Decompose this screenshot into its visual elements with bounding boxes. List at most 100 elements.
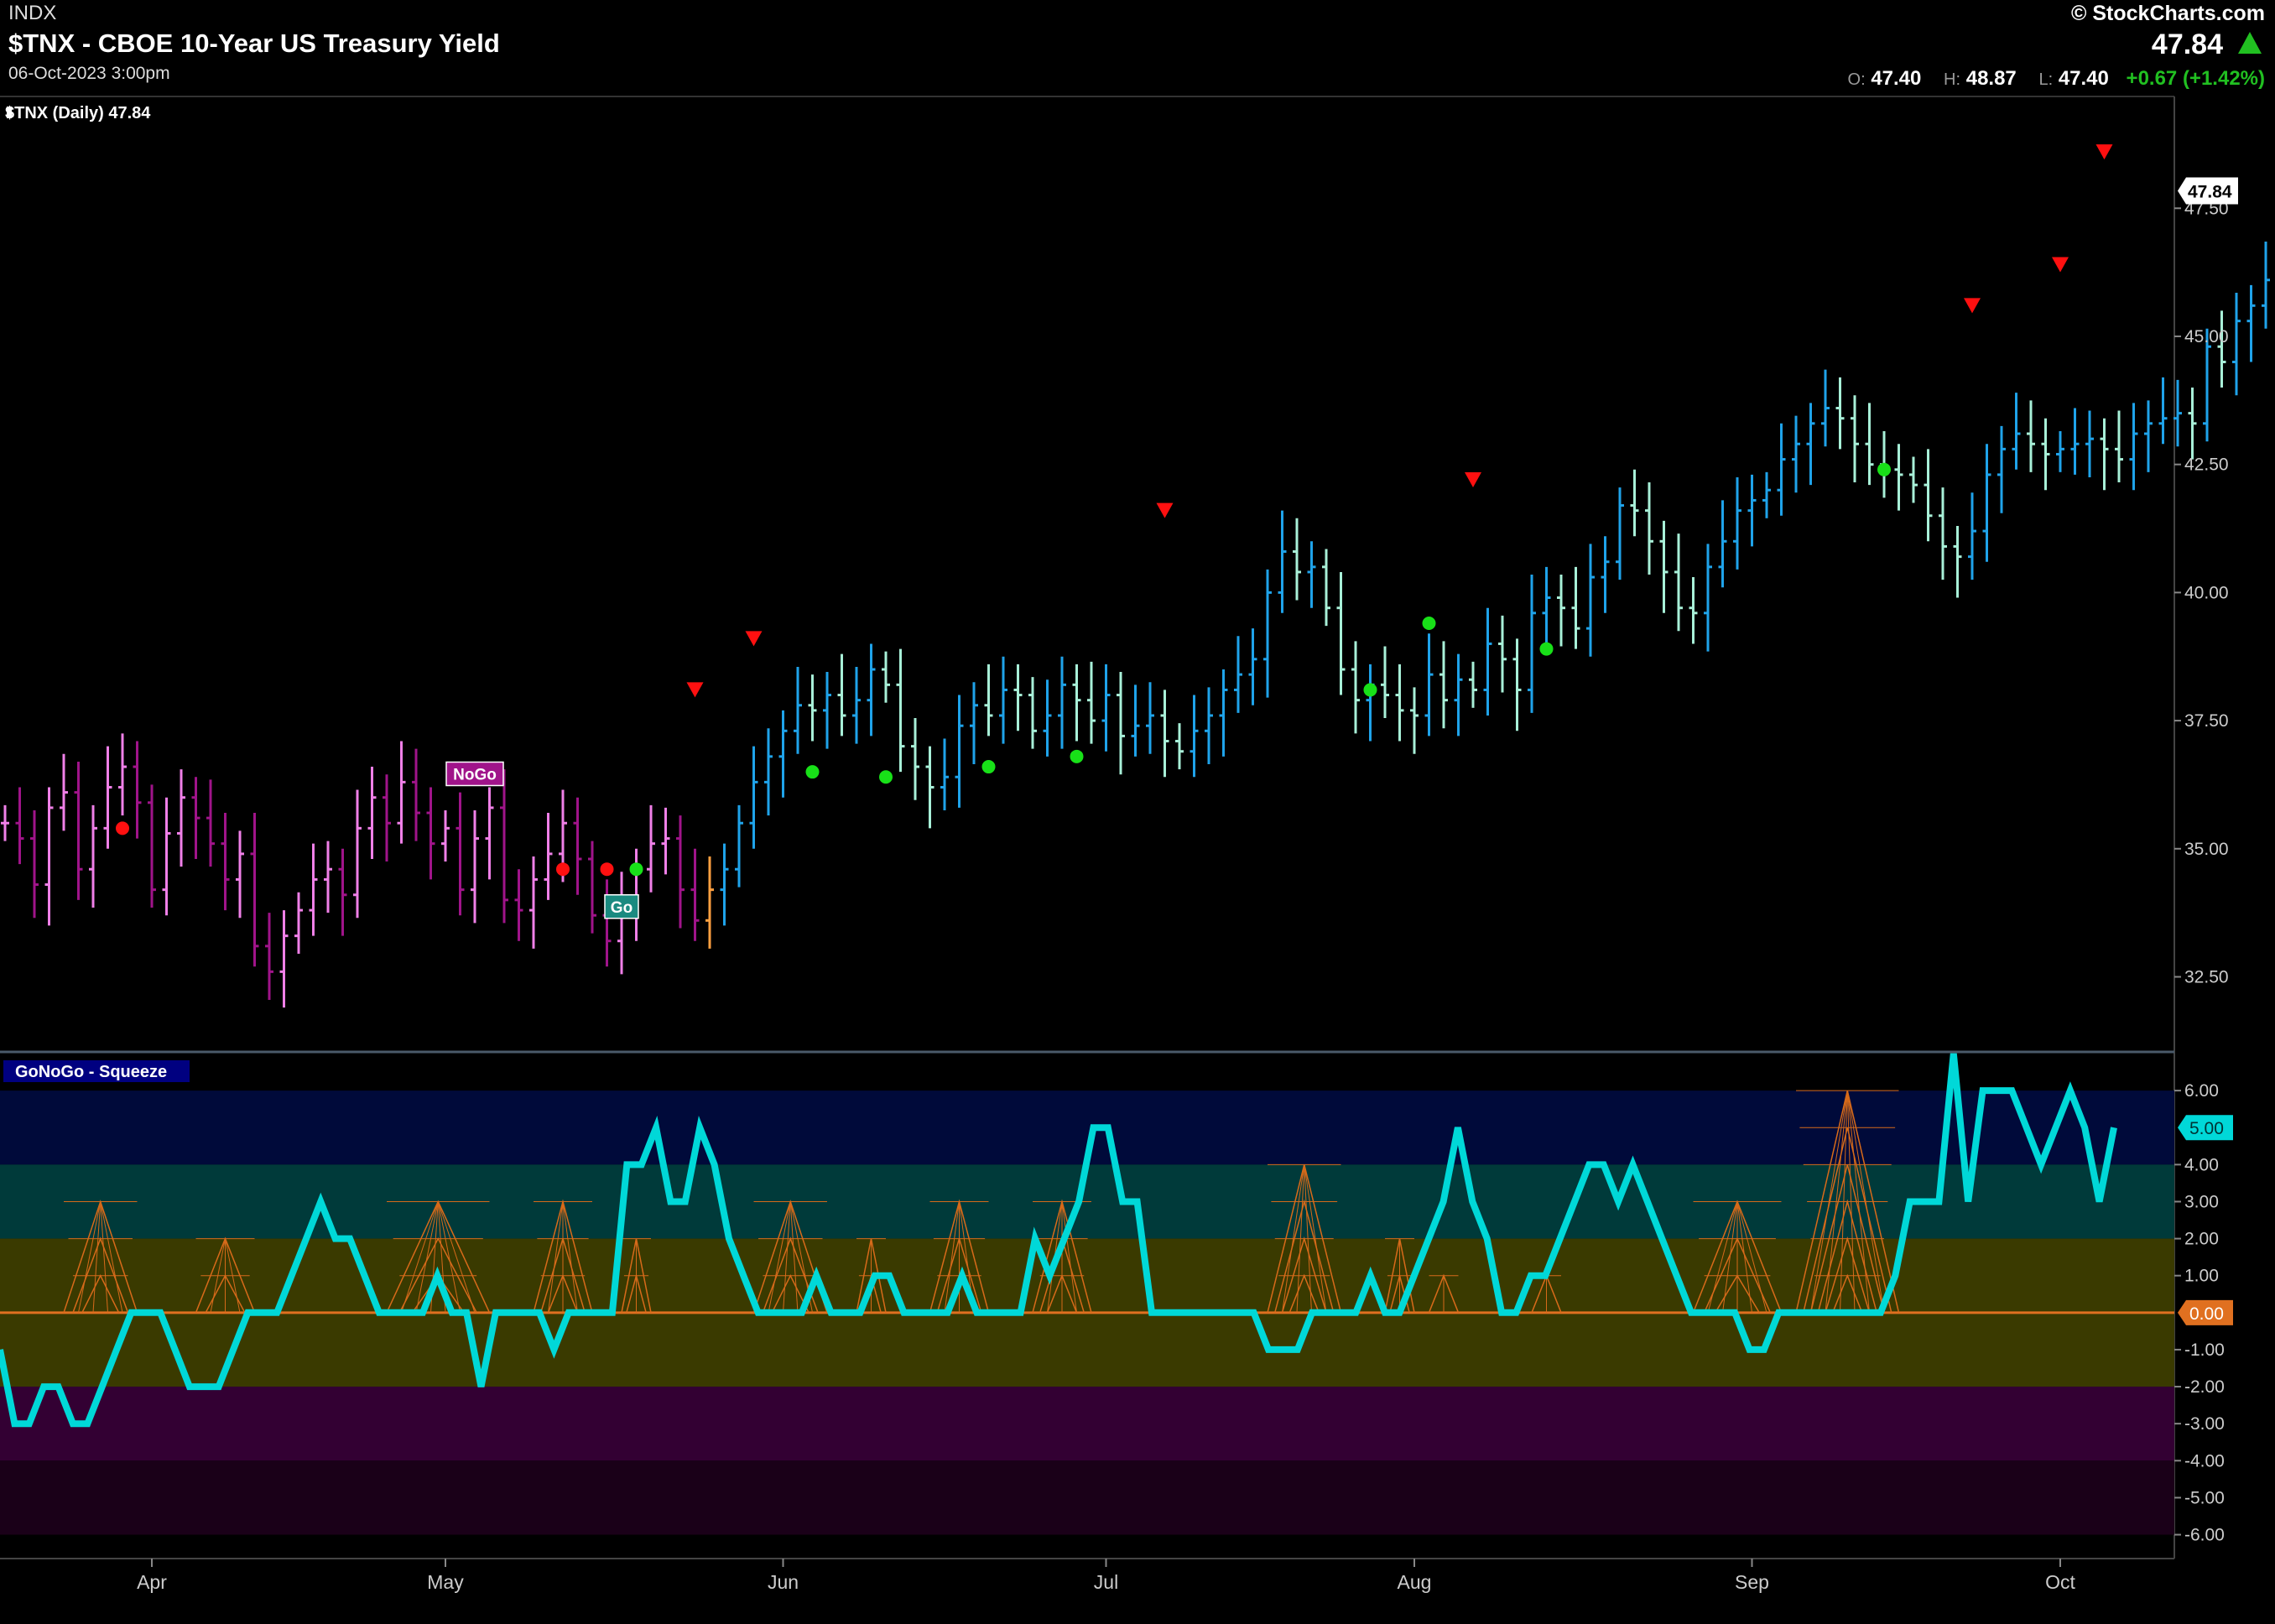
ohlc-bar [544,813,553,900]
ohlc-bar [2232,293,2241,396]
ohlc-bar [1616,487,1624,580]
squeeze-marker [1267,1163,1342,1314]
go-dot [1070,749,1084,763]
brand-logo[interactable]: © StockCharts.com [2071,2,2265,25]
ohlc-bar [690,848,700,941]
low-label: L: [2038,70,2054,89]
ohlc-bar [2056,430,2064,472]
ohlc-bar [705,856,714,949]
ohlc-bar [236,830,244,919]
high-label: H: [1944,70,1961,89]
ohlc-bar [206,779,215,867]
squeeze-marker [1795,1090,1900,1314]
ohlc-bar [397,741,406,844]
ohlc-bar [324,841,332,914]
price-tick-label: 47.50 [2184,199,2229,218]
ohlc-bar [1351,641,1360,734]
ohlc-bar [383,774,391,862]
date-tick-label: Sep [1735,1571,1769,1593]
nogo-dot [556,862,570,877]
ohlc-bar [529,856,538,949]
ohlc-bar [955,695,964,808]
ohlc-bar [1630,469,1639,537]
go-dot [1422,617,1436,631]
ohlc-bar [1087,661,1096,744]
price-tick-label: 45.00 [2184,327,2229,346]
ohlc-bar [162,797,171,916]
oscillator-tick-label: -5.00 [2184,1488,2225,1507]
ohlc-bar [353,789,362,919]
date-tick-label: Aug [1398,1571,1432,1593]
ohlc-bar [1909,456,1918,503]
ohlc-bar [794,666,802,754]
ohlc-bar [191,777,200,859]
oscillator-band [0,1238,2174,1313]
ohlc-bar [867,643,876,737]
ohlc-bar [1278,510,1287,613]
ohlc-bar [500,769,508,924]
zero-line-tag-text: 0.00 [2189,1304,2224,1324]
ohlc-bar [1117,672,1125,775]
ohlc-bar [1469,661,1477,708]
oscillator-band [0,1387,2174,1461]
ohlc-bar [1601,536,1610,613]
go-dot [1539,642,1554,656]
ohlc-bar [1997,425,2006,513]
ohlc-bar [1528,575,1536,713]
ohlc-bar [133,741,142,839]
ohlc-bar [2158,377,2168,445]
low-value: 47.40 [2058,67,2109,90]
ohlc-bar [1512,638,1522,731]
ohlc-bar [1704,544,1712,652]
ohlc-bar [1307,541,1316,608]
ohlc-bar [2012,393,2021,470]
ohlc-bar [118,733,127,816]
up-arrow-icon [2238,32,2262,54]
squeeze-marker [856,1238,887,1314]
ohlc-bar [1806,403,1815,486]
change-value: +0.67 (+1.42%) [2126,67,2265,90]
date-tick-label: Jul [1094,1571,1118,1593]
ohlc-bar [103,746,112,849]
ohlc-bar [720,843,729,926]
oscillator-tick-label: 3.00 [2184,1192,2219,1211]
ohlc-bar [823,672,831,749]
ohlc-bar [1146,682,1154,754]
ohlc-bar [1865,403,1874,486]
ohlc-bar [1483,607,1492,716]
ohlc-bar [1982,444,1991,562]
go-dot [1877,462,1891,476]
go-dot [629,862,643,877]
ohlc-bar [984,664,993,737]
oscillator-tick-label: -1.00 [2184,1340,2225,1360]
ohlc-bar [1205,687,1213,764]
ohlc-bar [1821,369,1830,447]
ohlc-bar [852,666,861,744]
countertrend-triangle [1156,502,1174,518]
oscillator-bands [0,1090,2174,1535]
ohlc-bar [896,648,905,773]
ohlc-bar [911,718,919,800]
price-tick-label: 35.00 [2184,840,2229,859]
squeeze-marker [1428,1273,1460,1314]
ohlc-bar [1,804,9,841]
ohlc-bar [1248,628,1257,705]
ohlc-bar [221,813,230,911]
ohlc-bar [2070,408,2080,475]
ohlc-bar [602,879,612,967]
squeeze-marker [929,1199,990,1314]
ohlc-bar [1851,395,1859,483]
ohlc-bar [1072,664,1081,742]
squeeze-marker [621,1238,652,1314]
ohlc-bar [1939,487,1947,580]
ohlc-bar [778,710,788,798]
ohlc-bar [837,653,846,737]
oscillator-series [0,1053,2117,1428]
ohlc-bar [60,753,68,831]
ohlc-bar [177,769,185,867]
ohlc-bar [1924,449,1933,542]
oscillator-last-tag-text: 5.00 [2189,1119,2224,1138]
ohlc-readout: O: 47.40 H: 48.87 L: 47.40 +0.67 (+1.42%… [1831,67,2265,91]
ohlc-bar [1336,571,1346,695]
ohlc-bar [970,682,978,764]
